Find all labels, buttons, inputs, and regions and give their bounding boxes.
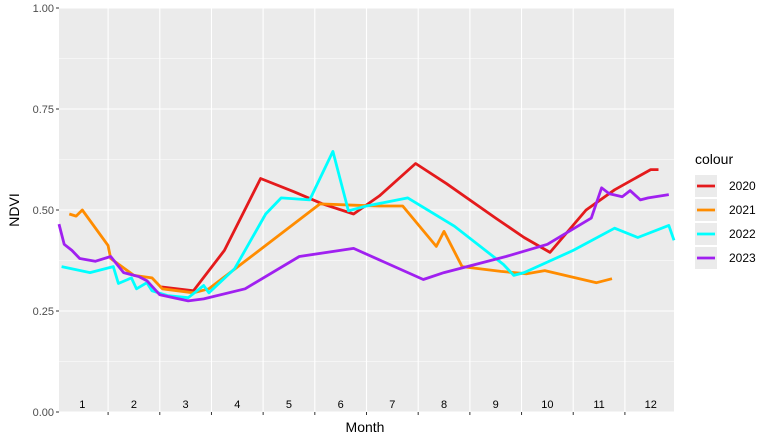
x-tick-label: 3 xyxy=(183,399,189,411)
legend-label-2020: 2020 xyxy=(729,179,756,193)
y-axis-title: NDVI xyxy=(6,193,22,226)
x-tick-label: 7 xyxy=(389,399,395,411)
x-tick-label: 6 xyxy=(338,399,344,411)
x-tick-label: 8 xyxy=(441,399,447,411)
y-tick-label: 0.25 xyxy=(33,306,54,318)
x-axis: 1 2 3 4 5 6 7 8 9 10 11 12 xyxy=(79,399,657,415)
x-axis-title: Month xyxy=(346,419,385,435)
legend-title: colour xyxy=(695,151,733,167)
legend-items: 2020 2021 2022 2023 xyxy=(695,175,756,269)
x-tick-label: 1 xyxy=(79,399,85,411)
series-line-2022 xyxy=(61,150,676,300)
grid-major-lines xyxy=(59,7,674,413)
y-axis: 0.00 0.25 0.50 0.75 1.00 xyxy=(33,3,59,419)
x-tick-label: 5 xyxy=(286,399,292,411)
y-tick-label: 0.00 xyxy=(33,407,54,419)
x-tick-label: 11 xyxy=(593,399,604,411)
series-line-2023 xyxy=(57,186,670,303)
x-tick-label: 2 xyxy=(131,399,137,411)
y-tick-label: 0.75 xyxy=(33,104,54,116)
legend-label-2021: 2021 xyxy=(729,203,756,217)
legend-label-2022: 2022 xyxy=(729,227,756,241)
legend: colour 2020 2021 2022 2023 xyxy=(695,151,756,269)
x-tick-label: 9 xyxy=(493,399,499,411)
y-tick-label: 1.00 xyxy=(33,3,54,15)
y-tick-label: 0.50 xyxy=(33,205,54,217)
legend-label-2023: 2023 xyxy=(729,251,756,265)
x-tick-label: 4 xyxy=(234,399,240,411)
x-tick-label: 12 xyxy=(645,399,657,411)
x-tick-label: 10 xyxy=(541,399,553,411)
series-lines xyxy=(57,150,676,303)
